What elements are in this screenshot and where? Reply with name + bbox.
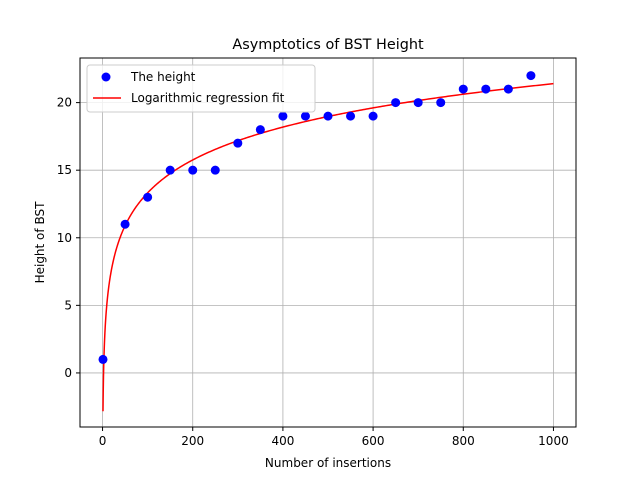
data-point [391,98,401,108]
data-point [98,354,108,364]
data-point [233,138,243,148]
data-point [526,71,536,81]
data-point [481,84,491,94]
data-point [165,165,175,175]
chart-title: Asymptotics of BST Height [232,37,424,53]
y-tick-label: 20 [57,96,72,110]
y-tick-label: 5 [64,298,72,312]
legend-label-fit: Logarithmic regression fit [131,91,285,105]
data-point [413,98,423,108]
x-axis: 0 200 400 600 800 1000 [99,427,569,448]
data-point [255,125,265,135]
legend-label-height: The height [130,70,196,84]
x-tick-label: 400 [271,434,294,448]
y-axis-label: Height of BST [33,201,47,284]
legend-frame [86,64,316,113]
data-point [368,111,378,121]
y-axis: 0 5 10 15 20 [57,96,80,380]
data-point [346,111,356,121]
data-point [278,111,288,121]
legend: The height Logarithmic regression fit [86,64,316,113]
x-tick-label: 0 [99,434,107,448]
data-point [503,84,513,94]
data-point [458,84,468,94]
data-point [188,165,198,175]
series-layer [98,71,554,412]
data-point [120,219,130,229]
x-tick-label: 800 [452,434,475,448]
data-point [143,192,153,202]
y-tick-label: 10 [57,231,72,245]
y-tick-label: 0 [64,366,72,380]
legend-marker-height [101,72,111,82]
x-axis-label: Number of insertions [265,456,391,470]
x-tick-label: 600 [362,434,385,448]
plot-frame [79,57,577,428]
data-point [323,111,333,121]
x-tick-label: 200 [181,434,204,448]
data-point [210,165,220,175]
data-point [300,111,310,121]
data-point [436,98,446,108]
x-tick-label: 1000 [538,434,569,448]
y-tick-label: 15 [57,163,72,177]
